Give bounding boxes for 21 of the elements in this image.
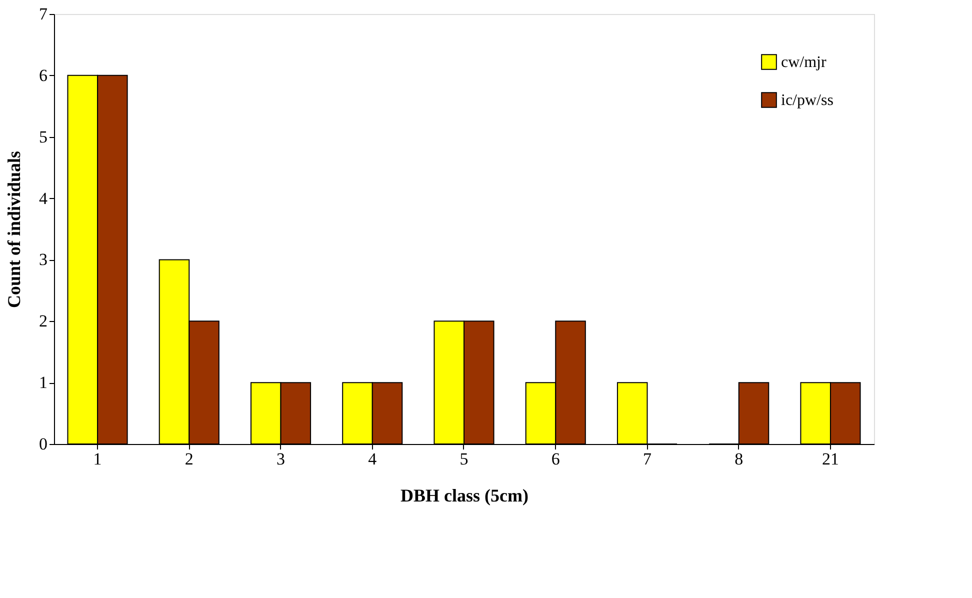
x-axis-title: DBH class (5cm) — [400, 486, 528, 506]
y-tick-label: 5 — [39, 127, 48, 146]
legend-label: cw/mjr — [781, 54, 827, 71]
x-tick-label: 3 — [276, 450, 286, 468]
y-tick-label: 6 — [39, 66, 48, 85]
x-tick-label: 6 — [551, 450, 560, 468]
y-tick-label: 1 — [39, 373, 48, 392]
y-tick-label: 7 — [39, 4, 48, 24]
x-tick-label: 5 — [460, 450, 468, 468]
x-tick-label: 1 — [93, 450, 102, 468]
x-tick-label: 21 — [822, 450, 839, 468]
x-tick-label: 4 — [368, 450, 378, 468]
y-tick-label: 0 — [39, 434, 48, 454]
x-tick-label: 7 — [642, 450, 652, 468]
x-tick-label: 8 — [734, 450, 744, 468]
y-tick-label: 4 — [39, 188, 48, 208]
x-tick-label: 2 — [184, 450, 194, 468]
y-tick-label: 2 — [39, 312, 48, 331]
y-tick-label: 3 — [39, 250, 48, 270]
legend-label: ic/pw/ss — [781, 92, 834, 109]
y-axis-title: Count of individuals — [4, 150, 24, 308]
